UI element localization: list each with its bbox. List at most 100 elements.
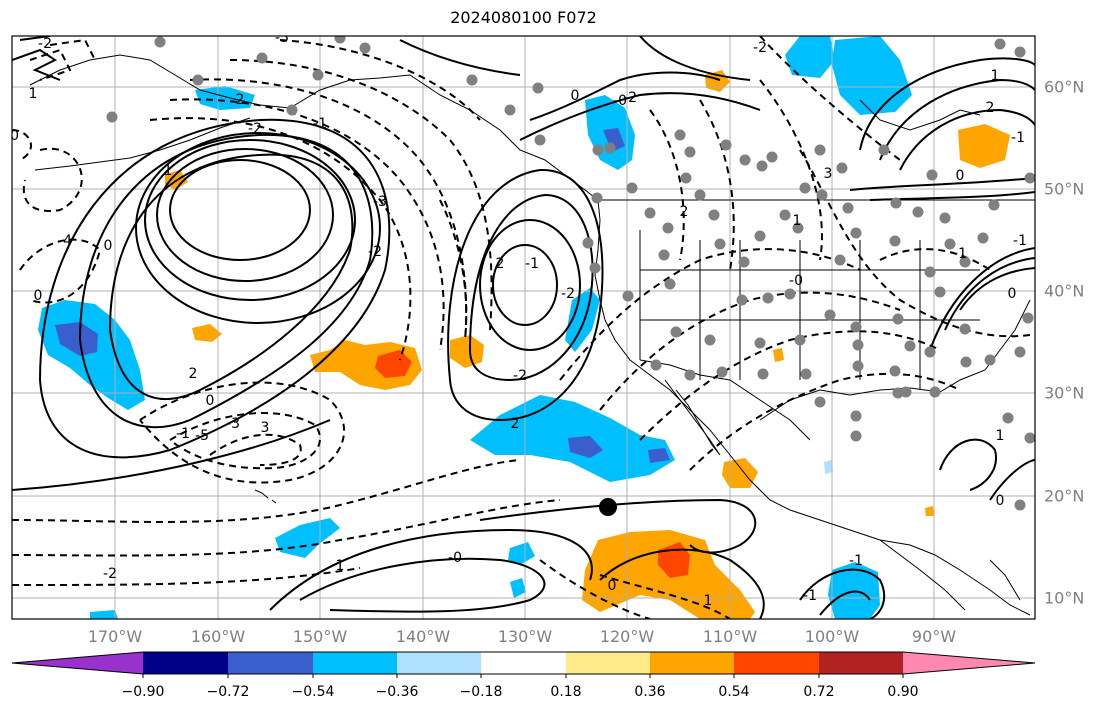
- blue-region: [90, 610, 118, 619]
- contour-label: -2: [368, 244, 382, 260]
- station-dots: [106, 36, 1035, 511]
- station-dot: [1002, 412, 1014, 424]
- contour-label: 2: [511, 416, 520, 432]
- station-dot: [1024, 172, 1035, 184]
- station-dot: [532, 82, 544, 94]
- us-west-coast: [594, 199, 1031, 616]
- station-dot: [850, 321, 862, 333]
- station-dot: [852, 339, 864, 351]
- contour-label: -2: [561, 286, 575, 302]
- map-frame: [11, 35, 1036, 620]
- contour-label: 0: [956, 168, 965, 184]
- contour-label: 1: [29, 86, 38, 102]
- storm-center-marker: [599, 498, 617, 516]
- lat-label: 50°N: [1044, 179, 1085, 199]
- contour-label: -1: [1013, 233, 1027, 249]
- station-dot: [754, 230, 766, 242]
- colorbar-segment: [650, 652, 734, 674]
- contour-label: 0: [34, 288, 43, 304]
- contour-label: 0: [104, 238, 113, 254]
- station-dot: [800, 368, 812, 380]
- station-dot: [670, 326, 682, 338]
- contour-label: 1: [991, 68, 1000, 84]
- station-dot: [889, 235, 901, 247]
- contour-label: 1: [164, 163, 173, 179]
- contour-label: -2: [623, 90, 637, 106]
- station-dot: [924, 266, 936, 278]
- contour-label: 1: [336, 558, 345, 574]
- shaded-anomalies: [38, 36, 1010, 619]
- station-dot: [736, 294, 748, 306]
- station-dot: [334, 36, 346, 44]
- station-dot: [674, 129, 686, 141]
- colorbar-segment: [819, 652, 903, 674]
- lon-label: 150°W: [292, 627, 348, 646]
- lon-label: 130°W: [497, 627, 553, 646]
- contour-label: -2: [38, 36, 52, 52]
- colorbar-segment: [481, 652, 566, 674]
- map-title: 2024080100 F072: [450, 8, 597, 27]
- contour-label: 0: [206, 393, 215, 409]
- hudson-bay: [859, 99, 981, 131]
- station-dot: [929, 386, 941, 398]
- contour-label: 0: [996, 493, 1005, 509]
- station-dot: [754, 337, 766, 349]
- station-dot: [256, 52, 268, 64]
- station-dot: [850, 410, 862, 422]
- station-dot: [658, 249, 670, 261]
- lon-label: 110°W: [702, 627, 758, 646]
- lat-label: 40°N: [1044, 281, 1085, 301]
- station-dot: [779, 209, 791, 221]
- contour-label: -1: [176, 426, 190, 442]
- contour-labels: -5-22-21-10-401-3-220-1 3-5-32 -1-2-220 -0-…: [5, 36, 1027, 609]
- colorbar-segment: [397, 652, 481, 674]
- colorbar-segment: [313, 652, 397, 674]
- blue-region: [785, 36, 835, 78]
- station-dot: [684, 369, 696, 381]
- station-dot: [626, 182, 638, 194]
- contour-label: -2: [248, 121, 262, 137]
- lat-label: 10°N: [1044, 588, 1085, 608]
- station-dot: [1014, 346, 1026, 358]
- contour-label: -0: [613, 93, 627, 109]
- blue-region: [195, 86, 255, 110]
- station-dot: [890, 197, 902, 209]
- station-dot: [814, 144, 826, 156]
- contour-label: -1: [313, 116, 327, 132]
- colorbar-tick-label: −0.36: [375, 684, 419, 700]
- contour-label: -1: [803, 588, 817, 604]
- contour-label: 2: [986, 100, 995, 116]
- station-dot: [994, 38, 1006, 50]
- station-dot: [988, 199, 1000, 211]
- colorbar-tick-label: −0.54: [291, 684, 335, 700]
- station-dot: [192, 74, 204, 86]
- station-dot: [794, 334, 806, 346]
- contour-label: 0: [571, 88, 580, 104]
- lon-label: 140°W: [395, 627, 451, 646]
- red-region: [375, 350, 412, 378]
- lon-label: 160°W: [190, 627, 246, 646]
- contour-label: 2: [680, 204, 689, 220]
- blue-region: [832, 36, 912, 115]
- station-dot: [591, 192, 603, 204]
- station-dot: [644, 207, 656, 219]
- station-dot: [762, 292, 774, 304]
- contour-label: 3: [824, 166, 833, 182]
- station-dot: [904, 340, 916, 352]
- station-dot: [1014, 499, 1026, 511]
- contour-label: -0: [448, 550, 462, 566]
- indigo-region: [568, 436, 603, 458]
- station-dot: [504, 104, 516, 116]
- station-dot: [694, 189, 706, 201]
- station-dot: [852, 360, 864, 372]
- station-dot: [592, 144, 604, 156]
- contour-label: -0: [5, 128, 19, 144]
- station-dot: [704, 334, 716, 346]
- orange-region: [773, 348, 784, 362]
- baja-peninsula: [664, 379, 721, 456]
- blue-region: [824, 460, 833, 474]
- orange-region: [722, 458, 758, 488]
- indigo-region: [55, 322, 98, 356]
